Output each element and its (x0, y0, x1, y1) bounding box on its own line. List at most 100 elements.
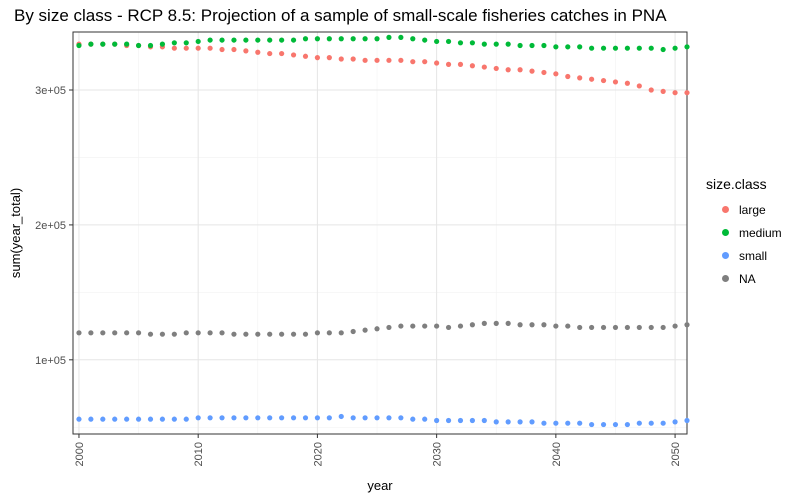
data-point (541, 69, 547, 76)
data-point (589, 76, 595, 82)
data-point (612, 324, 619, 331)
data-point (529, 68, 535, 74)
data-point (398, 323, 404, 329)
data-point (624, 80, 630, 86)
data-point (183, 416, 189, 422)
data-point (565, 420, 571, 426)
plot-panel (73, 32, 687, 434)
data-point (410, 59, 416, 65)
data-point (481, 41, 487, 47)
data-point (386, 324, 392, 331)
data-point (350, 415, 356, 421)
data-point (100, 41, 106, 47)
x-tick-label: 2040 (551, 442, 563, 466)
data-point (553, 44, 559, 50)
data-point (517, 42, 523, 49)
x-tick-label: 2020 (312, 442, 324, 466)
legend-item-medium: medium (706, 221, 782, 244)
data-point (135, 330, 142, 336)
data-point (183, 330, 189, 336)
data-point (469, 322, 475, 328)
data-point (648, 87, 654, 93)
data-point (565, 323, 571, 329)
legend-marker (722, 229, 729, 236)
data-point (445, 38, 452, 45)
data-point (302, 415, 309, 421)
series-medium (76, 34, 690, 53)
data-point (445, 324, 452, 331)
data-point (124, 416, 130, 422)
series-na (76, 320, 690, 337)
data-point (231, 415, 237, 421)
data-point (374, 36, 380, 42)
data-point (660, 46, 666, 53)
data-point (434, 417, 440, 424)
data-point (684, 44, 690, 50)
data-point (243, 415, 249, 421)
data-point (147, 331, 154, 337)
data-point (279, 415, 285, 421)
data-point (410, 36, 416, 42)
data-point (243, 48, 249, 54)
data-point (624, 324, 630, 331)
data-point (505, 67, 511, 73)
legend-title: size.class (706, 176, 767, 192)
data-point (183, 45, 189, 51)
data-point (88, 416, 94, 422)
data-point (529, 42, 535, 49)
data-point (243, 37, 249, 43)
data-point (469, 40, 475, 46)
data-point (314, 55, 321, 61)
data-point (231, 331, 237, 337)
plot-border (72, 31, 688, 435)
data-point (88, 330, 94, 336)
data-point (434, 323, 440, 329)
series-small (76, 413, 690, 428)
data-point (362, 36, 368, 42)
data-point (135, 416, 142, 422)
data-point (660, 88, 666, 94)
data-point (362, 415, 368, 421)
data-point (636, 45, 642, 51)
data-point (648, 420, 654, 426)
data-point (112, 41, 118, 47)
data-point (147, 416, 154, 422)
data-point (422, 37, 428, 43)
data-point (457, 417, 464, 424)
legend-item-small: small (706, 244, 782, 267)
data-point (505, 419, 511, 425)
data-point (338, 36, 344, 42)
data-point (231, 37, 237, 43)
data-point (207, 37, 213, 43)
data-point (481, 64, 487, 70)
data-point (469, 417, 475, 424)
data-point (684, 90, 690, 96)
data-point (684, 322, 690, 328)
data-point (422, 59, 428, 65)
data-point (350, 56, 356, 62)
data-point (553, 323, 559, 329)
data-point (290, 52, 297, 58)
data-point (183, 40, 189, 46)
data-point (124, 41, 130, 47)
y-tick-label: 2e+05 (35, 220, 66, 232)
data-point (243, 331, 249, 337)
data-point (565, 44, 571, 50)
data-point (529, 322, 535, 328)
data-point (589, 45, 595, 51)
legend-item-na: NA (706, 267, 782, 290)
data-point (112, 330, 118, 336)
data-point (612, 79, 619, 85)
data-point (195, 415, 201, 421)
data-point (565, 73, 571, 80)
data-point (386, 57, 392, 63)
data-point (255, 415, 261, 421)
data-point (481, 417, 487, 424)
data-point (195, 330, 201, 336)
data-point (493, 320, 499, 326)
data-point (290, 37, 297, 43)
data-point (171, 45, 177, 51)
data-point (422, 323, 428, 329)
data-point (219, 415, 225, 421)
data-point (517, 322, 523, 328)
